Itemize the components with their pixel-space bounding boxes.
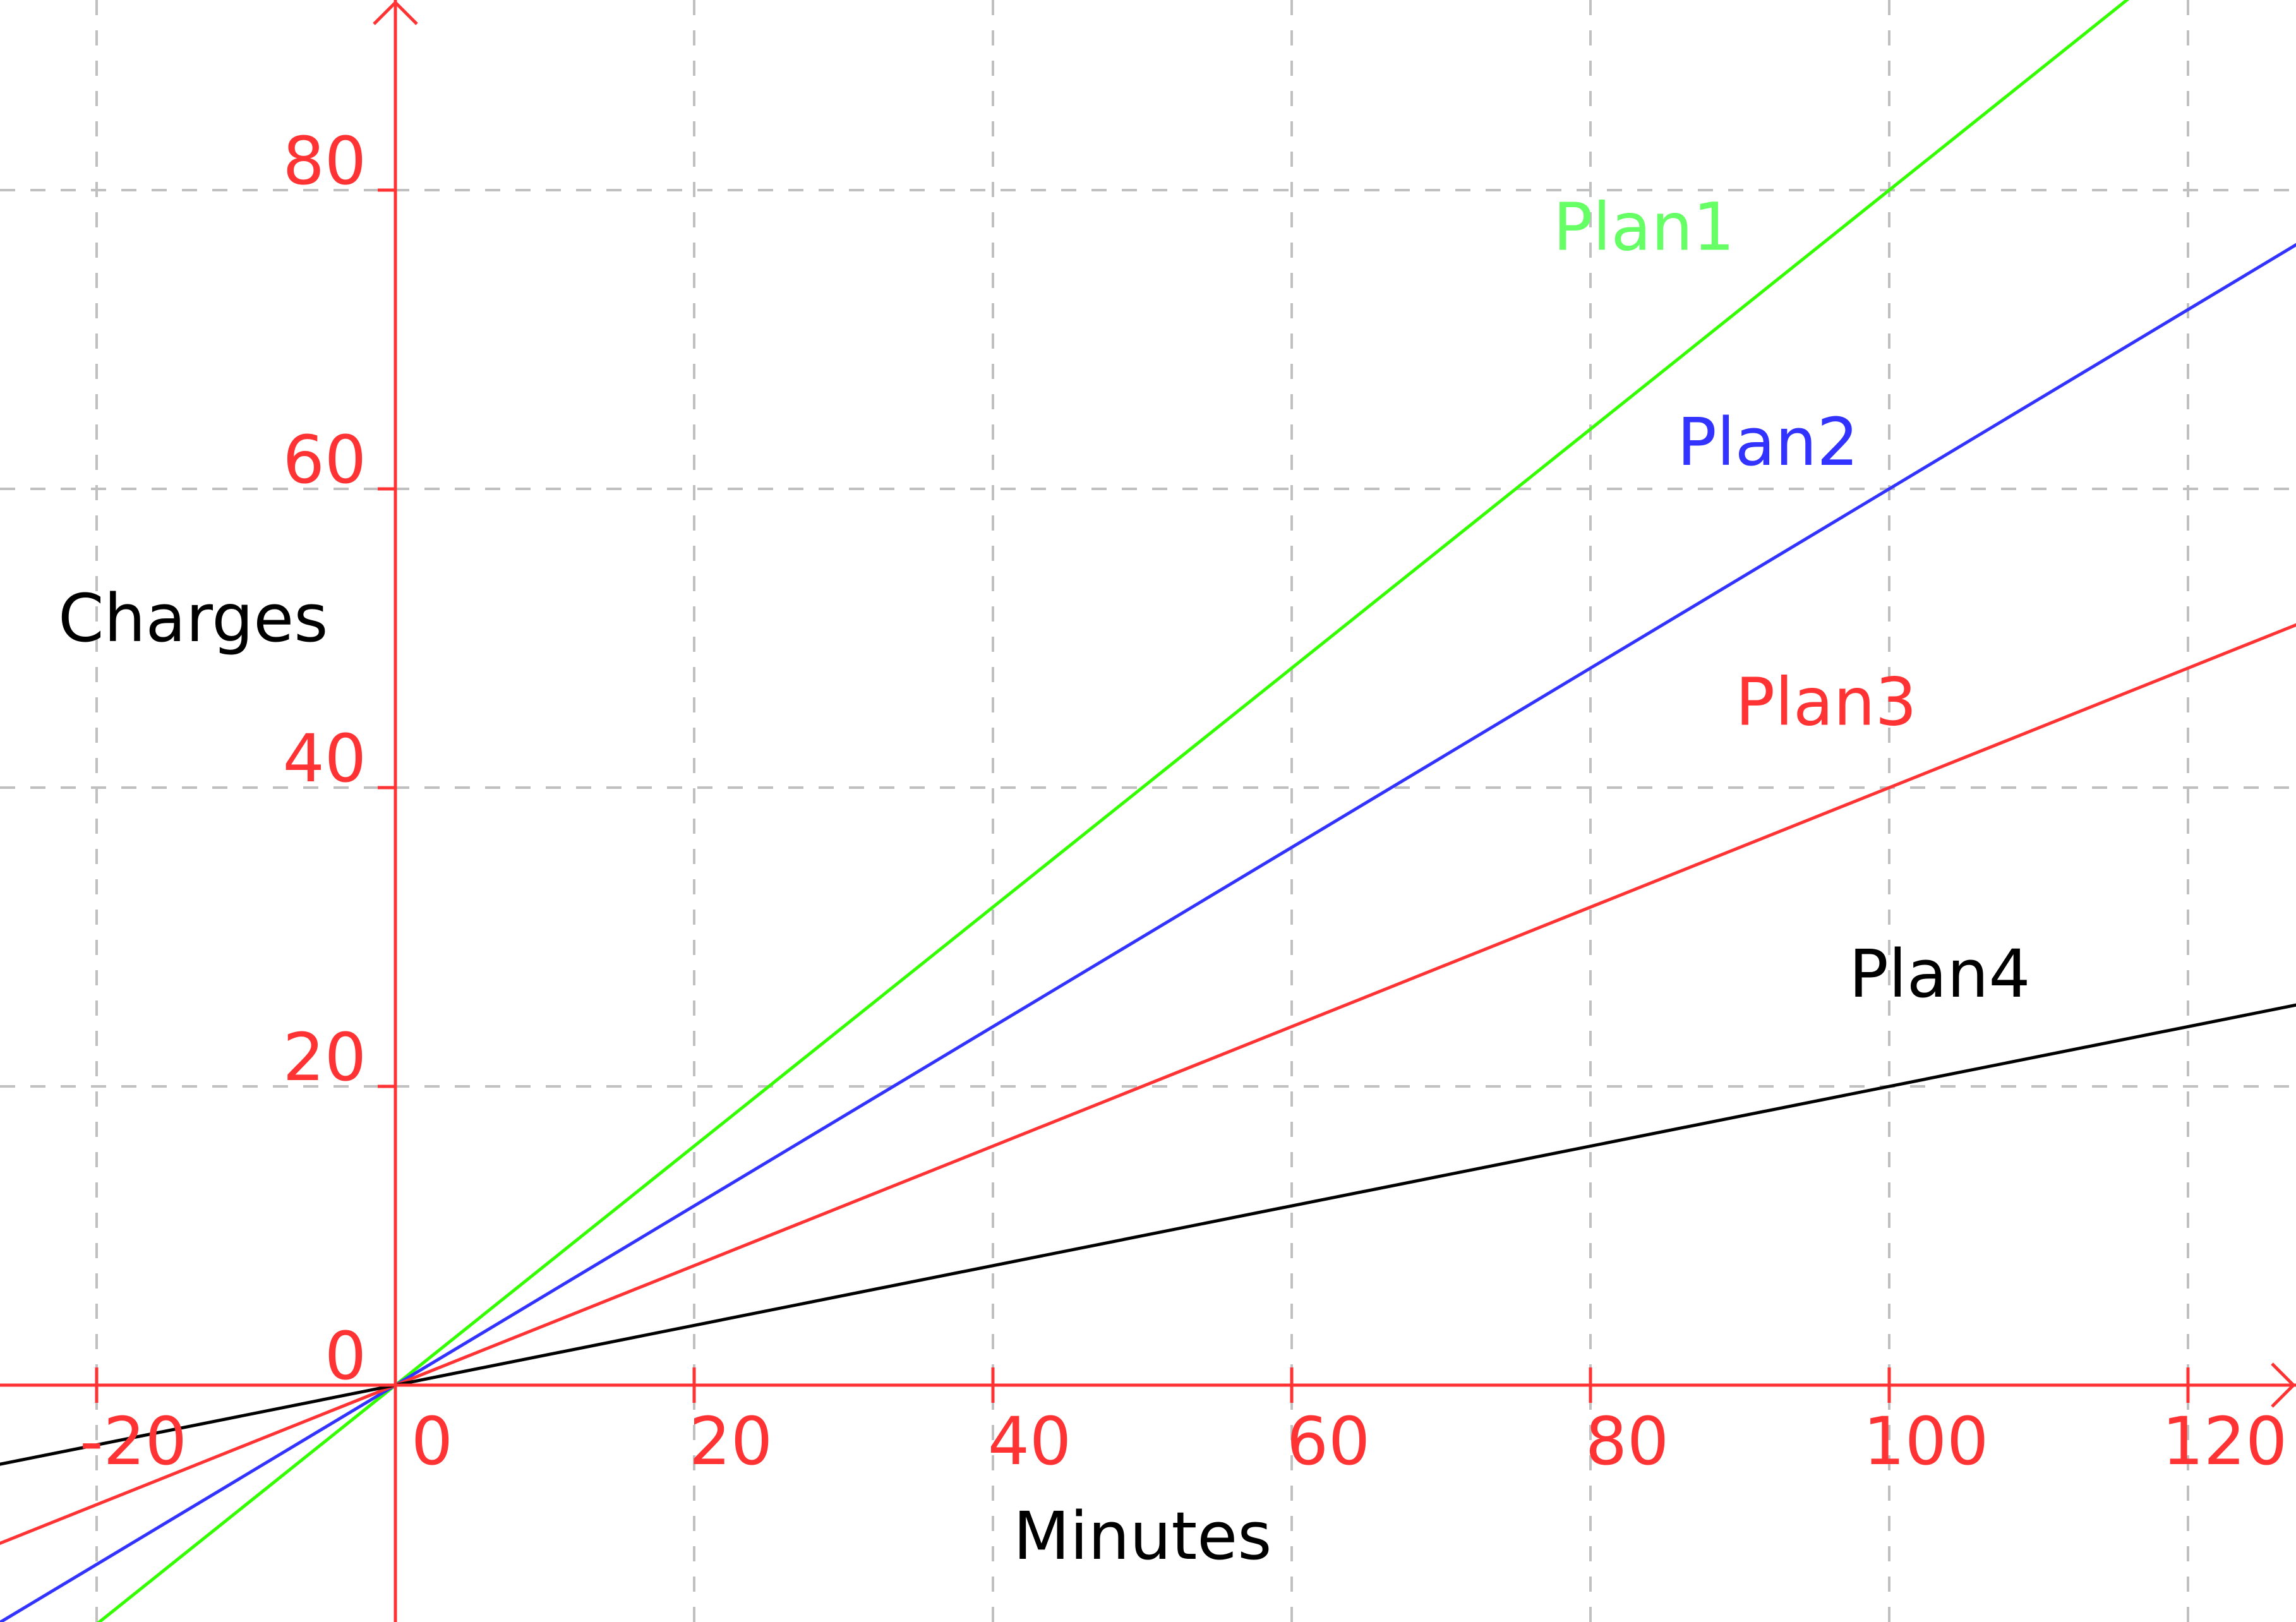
labels: -20 0 20 40 60 80 100 120 0 20 40 60 80 Plan1 Plan2 Pla…: [80, 123, 2287, 1480]
x-axis-arrow-icon: [2271, 1362, 2296, 1408]
x-axis-label: Minutes: [1013, 1498, 1271, 1575]
y-axis-arrow-icon: [373, 0, 418, 25]
x-tick-label: 60: [1287, 1403, 1370, 1480]
series-line-plan3: [0, 623, 2296, 1546]
x-tick-label: 40: [988, 1403, 1071, 1480]
x-tick-label: 100: [1863, 1403, 1989, 1480]
series-line-plan4: [0, 1003, 2296, 1466]
y-tick-label: 60: [283, 421, 366, 498]
y-tick-label: 40: [283, 720, 366, 797]
x-tick-label: 80: [1585, 1403, 1669, 1480]
series-label-plan1: Plan1: [1553, 189, 1734, 266]
y-tick-label: 20: [283, 1019, 366, 1096]
x-tick-label: 120: [2162, 1403, 2288, 1480]
y-tick-label: 0: [325, 1318, 366, 1395]
x-tick-label: -20: [80, 1403, 187, 1480]
y-axis-label: Charges: [58, 580, 328, 657]
series-label-plan2: Plan2: [1677, 404, 1858, 481]
series-label-plan4: Plan4: [1849, 935, 2030, 1012]
y-tick-label: 80: [283, 123, 366, 200]
x-tick-label: 0: [411, 1403, 453, 1480]
x-tick-label: 20: [689, 1403, 772, 1480]
series-line-plan2: [0, 243, 2296, 1622]
series-label-plan3: Plan3: [1735, 664, 1916, 741]
